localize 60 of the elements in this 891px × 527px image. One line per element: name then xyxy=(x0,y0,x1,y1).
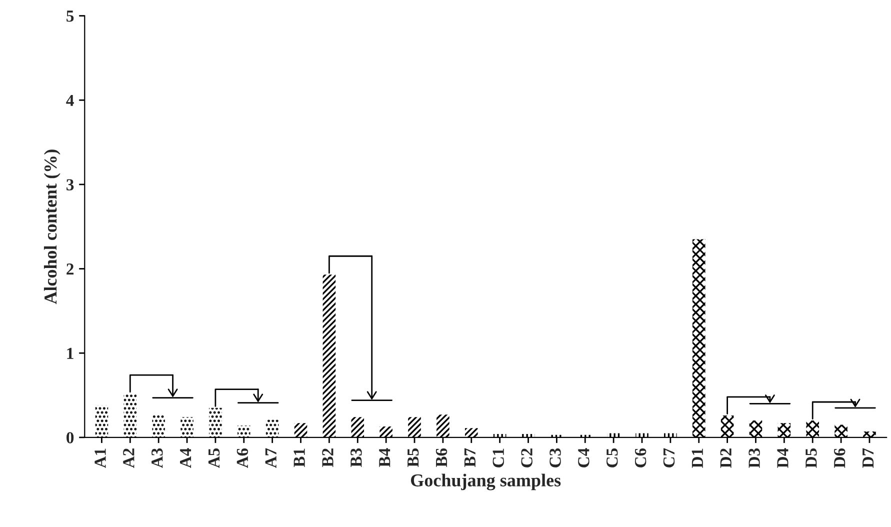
bar xyxy=(95,405,108,438)
y-tick-label: 4 xyxy=(66,94,74,106)
x-tick-label: D1 xyxy=(692,448,703,468)
bar xyxy=(294,423,308,438)
bar xyxy=(266,420,279,438)
bar xyxy=(720,415,734,438)
y-tick-label: 0 xyxy=(66,432,74,444)
bar xyxy=(180,417,194,438)
x-axis-title: Gochujang samples xyxy=(410,474,561,490)
bar xyxy=(408,417,421,438)
bar xyxy=(778,423,791,438)
bar xyxy=(124,394,137,438)
bar xyxy=(237,426,250,438)
y-tick-label: 5 xyxy=(66,10,74,22)
bar xyxy=(806,420,820,438)
bar xyxy=(692,239,706,438)
x-tick-label: A7 xyxy=(265,448,276,468)
x-tick-label: C2 xyxy=(521,448,532,468)
y-tick-label: 2 xyxy=(66,264,74,275)
bar xyxy=(863,432,876,438)
x-tick-label: B1 xyxy=(294,448,305,467)
bar xyxy=(152,414,165,438)
x-tick-label: C6 xyxy=(634,448,646,468)
x-tick-label: C1 xyxy=(492,448,504,468)
x-tick-label: B4 xyxy=(379,448,390,467)
x-tick-label: B5 xyxy=(408,448,419,467)
bar xyxy=(636,433,648,438)
x-tick-label: A1 xyxy=(94,448,106,468)
x-tick-label: D2 xyxy=(720,448,732,468)
x-tick-label: D4 xyxy=(777,448,788,468)
bar xyxy=(322,274,336,438)
x-tick-label: B2 xyxy=(322,448,334,467)
x-tick-label: D3 xyxy=(748,448,760,468)
bar xyxy=(380,426,392,438)
bar xyxy=(464,428,478,438)
x-tick-label: C7 xyxy=(663,448,675,468)
x-tick-label: C5 xyxy=(606,448,618,468)
x-tick-label: A3 xyxy=(152,448,163,468)
x-tick-label: D7 xyxy=(862,448,874,468)
x-tick-label: A2 xyxy=(123,448,134,468)
x-tick-label: D5 xyxy=(806,448,817,468)
x-tick-label: B3 xyxy=(350,448,362,467)
x-tick-label: A6 xyxy=(236,448,248,468)
x-tick-label: B6 xyxy=(436,448,448,467)
bar xyxy=(351,417,364,438)
y-tick-label: 3 xyxy=(66,179,74,190)
x-tick-label: A5 xyxy=(208,448,220,468)
x-tick-label: D6 xyxy=(834,448,846,468)
y-axis-title: Alcohol content (%) xyxy=(44,150,60,304)
x-tick-label: A4 xyxy=(180,448,192,468)
x-tick-label: B7 xyxy=(464,448,476,467)
x-tick-label: C4 xyxy=(578,448,590,468)
bar xyxy=(209,408,222,438)
bar xyxy=(834,424,848,438)
bar xyxy=(664,433,677,438)
y-tick-label: 1 xyxy=(67,348,74,359)
bar xyxy=(436,414,450,438)
bar xyxy=(607,433,620,438)
x-tick-label: C3 xyxy=(550,448,561,468)
bar xyxy=(749,420,762,438)
